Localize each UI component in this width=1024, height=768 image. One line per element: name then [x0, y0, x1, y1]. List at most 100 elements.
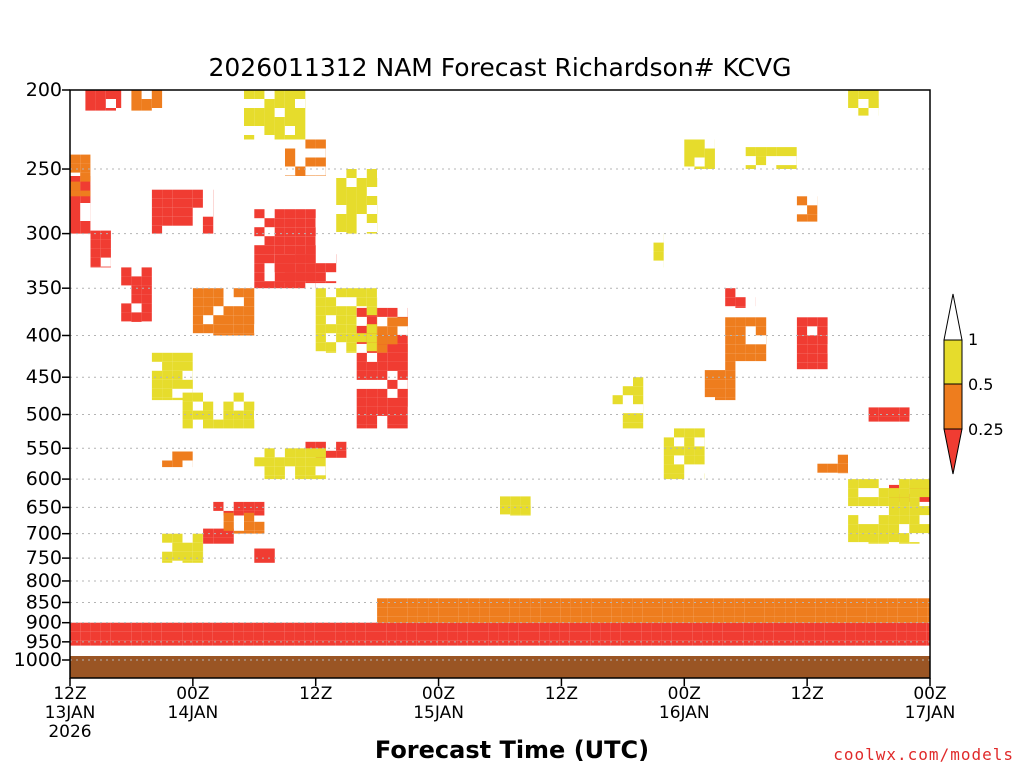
heatmap-cell-0.5-1 — [305, 475, 316, 480]
heatmap-cell-<0.25 — [868, 416, 879, 422]
heatmap-cell-<0.25 — [295, 227, 306, 237]
heatmap-cell-<0.25 — [121, 267, 132, 277]
heatmap-cell-<0.25 — [600, 631, 611, 641]
heatmap-cell-<0.25 — [295, 245, 306, 255]
heatmap-cell-<0.25 — [295, 209, 306, 219]
heatmap-cell-0.25-0.5 — [570, 616, 582, 623]
heatmap-cell-<0.25 — [151, 189, 163, 199]
heatmap-cell-0.5-1 — [336, 306, 347, 316]
heatmap-cell-0.25-0.5 — [295, 166, 306, 176]
heatmap-cell-0.5-1 — [295, 466, 306, 476]
heatmap-cell-0.25-0.5 — [621, 607, 633, 617]
heatmap-cell-<0.25 — [223, 537, 234, 544]
heatmap-cell-0.25-0.5 — [735, 344, 746, 354]
heatmap-cell-0.25-0.5 — [151, 90, 162, 99]
heatmap-cell-0.25-0.5 — [723, 607, 735, 617]
heatmap-cell-<0.25 — [355, 631, 366, 641]
heatmap-cell-0.5-1 — [223, 419, 234, 429]
heatmap-cell-0.5-1 — [919, 488, 930, 498]
heatmap-cell-0.25-0.5 — [642, 607, 653, 617]
heatmap-cell-0.5-1 — [694, 455, 705, 465]
heatmap-cell-0.5-1 — [366, 214, 377, 223]
heatmap-cell-<0.25 — [295, 218, 306, 228]
heatmap-cell-0.25-0.5 — [774, 607, 786, 617]
heatmap-cell-0.5-1 — [336, 333, 347, 343]
heatmap-cell-<0.25 — [763, 640, 774, 646]
heatmap-cell-0.5-1 — [325, 351, 337, 353]
heatmap-cell-0.5-1 — [284, 108, 295, 117]
heatmap-cell-0.5-1 — [366, 232, 377, 234]
heatmap-cell-0.25-0.5 — [725, 397, 736, 401]
heatmap-cell-0.5-1 — [848, 497, 859, 507]
heatmap-cell-<0.25 — [285, 263, 296, 273]
heatmap-cell-<0.25 — [192, 189, 203, 199]
heatmap-cell-<0.25 — [325, 622, 336, 632]
heatmap-cell-<0.25 — [427, 631, 438, 641]
heatmap-cell-0.25-0.5 — [632, 598, 643, 608]
heatmap-cell-0.25-0.5 — [725, 361, 736, 371]
heatmap-cell-0.25-0.5 — [519, 598, 531, 608]
heatmap-cell-0.25-0.5 — [652, 616, 663, 623]
heatmap-cell-0.5-1 — [162, 352, 173, 362]
heatmap-cell-<0.25 — [817, 353, 828, 363]
heatmap-cell-<0.25 — [508, 631, 519, 641]
heatmap-cell-<0.25 — [345, 622, 356, 632]
heatmap-cell-<0.25 — [467, 640, 478, 646]
heatmap-cell-<0.25 — [722, 640, 733, 646]
heatmap-cell-<0.25 — [325, 450, 337, 458]
heatmap-cell-0.5-1 — [244, 117, 255, 126]
heatmap-cell-0.5-1 — [151, 352, 163, 362]
heatmap-cell-<0.25 — [131, 631, 142, 641]
heatmap-cell-0.25-0.5 — [805, 607, 816, 617]
heatmap-cell-0.5-1 — [162, 379, 173, 389]
heatmap-cell-<0.25 — [467, 631, 478, 641]
heatmap-cell-<0.25 — [784, 622, 795, 632]
heatmap-cell-0.25-0.5 — [203, 306, 214, 316]
heatmap-cell-0.25-0.5 — [254, 530, 265, 534]
heatmap-cell-0.5-1 — [888, 497, 900, 507]
heatmap-cell-<0.25 — [100, 239, 111, 249]
heatmap-cell-0.5-1 — [858, 533, 869, 543]
heatmap-cell-<0.25 — [376, 631, 387, 641]
heatmap-cell-<0.25 — [855, 640, 866, 646]
heatmap-cell-<0.25 — [396, 631, 407, 641]
heatmap-cell-<0.25 — [437, 622, 448, 632]
heatmap-cell-<0.25 — [386, 640, 397, 646]
heatmap-cell-0.25-0.5 — [907, 607, 918, 617]
heatmap-cell-0.25-0.5 — [70, 154, 81, 164]
heatmap-cell-<0.25 — [377, 361, 388, 371]
heatmap-cell-<0.25 — [90, 257, 101, 267]
y-tick-label-700: 700 — [26, 523, 62, 545]
heatmap-cell-0.5-1 — [899, 542, 910, 544]
heatmap-cell-<0.25 — [397, 424, 408, 429]
heatmap-cell-0.25-0.5 — [203, 297, 214, 307]
y-tick-label-1000: 1000 — [14, 649, 62, 671]
heatmap-cell-<0.25 — [253, 622, 264, 632]
heatmap-cell-0.5-1 — [244, 90, 255, 99]
heatmap-cell-0.25-0.5 — [223, 333, 234, 336]
heatmap-cell-0.25-0.5 — [725, 317, 736, 327]
x-tick-label-84-1: 00Z — [913, 684, 946, 704]
heatmap-cell-<0.25 — [284, 227, 296, 237]
heatmap-cell-<0.25 — [773, 622, 784, 632]
heatmap-cell-0.5-1 — [264, 457, 275, 467]
heatmap-cell-0.25-0.5 — [601, 607, 612, 617]
heatmap-cell-<0.25 — [807, 362, 818, 370]
heatmap-cell-<0.25 — [725, 297, 736, 307]
heatmap-cell-<0.25 — [264, 548, 275, 558]
heatmap-cell-0.25-0.5 — [703, 607, 714, 617]
heatmap-cell-<0.25 — [95, 108, 106, 111]
heatmap-cell-0.25-0.5 — [499, 598, 510, 608]
heatmap-cell-<0.25 — [753, 622, 764, 632]
heatmap-cell-0.25-0.5 — [601, 616, 612, 623]
heatmap-cell-<0.25 — [263, 640, 274, 646]
heatmap-cell-0.5-1 — [745, 165, 756, 169]
heatmap-cell-<0.25 — [366, 361, 378, 371]
heatmap-cell-0.25-0.5 — [723, 598, 735, 608]
heatmap-cell-<0.25 — [600, 622, 611, 632]
heatmap-cell-<0.25 — [488, 631, 499, 641]
heatmap-cell-0.25-0.5 — [182, 451, 193, 461]
heatmap-cell-0.25-0.5 — [715, 388, 726, 398]
heatmap-cell-<0.25 — [151, 225, 163, 234]
